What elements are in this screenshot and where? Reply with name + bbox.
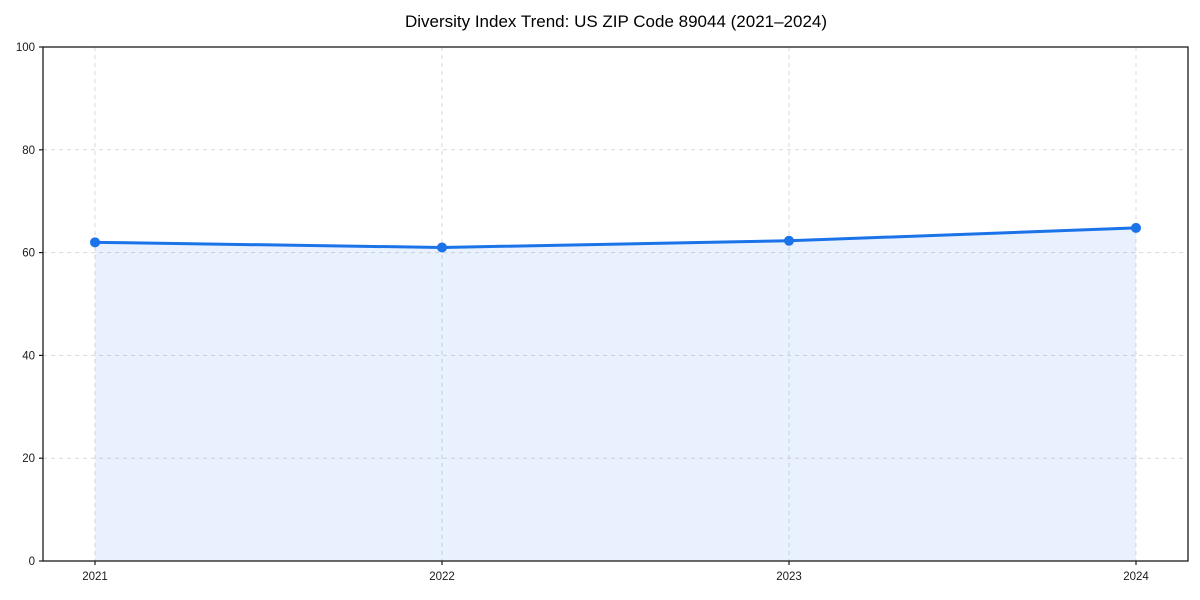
y-tick-label: 80	[22, 145, 35, 157]
data-point-2024	[1131, 222, 1141, 233]
x-tick-label: 2024	[1123, 571, 1149, 583]
chart-title: Diversity Index Trend: US ZIP Code 89044…	[404, 12, 828, 31]
x-tick-label: 2022	[429, 571, 455, 583]
data-point-2023	[784, 235, 794, 246]
data-point-2022	[437, 242, 447, 253]
x-tick-label: 2021	[82, 571, 108, 583]
data-point-2021	[90, 237, 100, 248]
y-tick-label: 100	[16, 42, 35, 54]
y-tick-label: 40	[22, 350, 35, 362]
y-tick-label: 20	[22, 453, 35, 465]
x-tick-label: 2023	[776, 571, 802, 583]
trend-line	[93, 226, 1138, 249]
y-tick-label: 60	[22, 248, 35, 260]
y-tick-label: 0	[29, 556, 35, 568]
area-fill	[95, 227, 1136, 562]
axes-frame	[42, 46, 1189, 562]
